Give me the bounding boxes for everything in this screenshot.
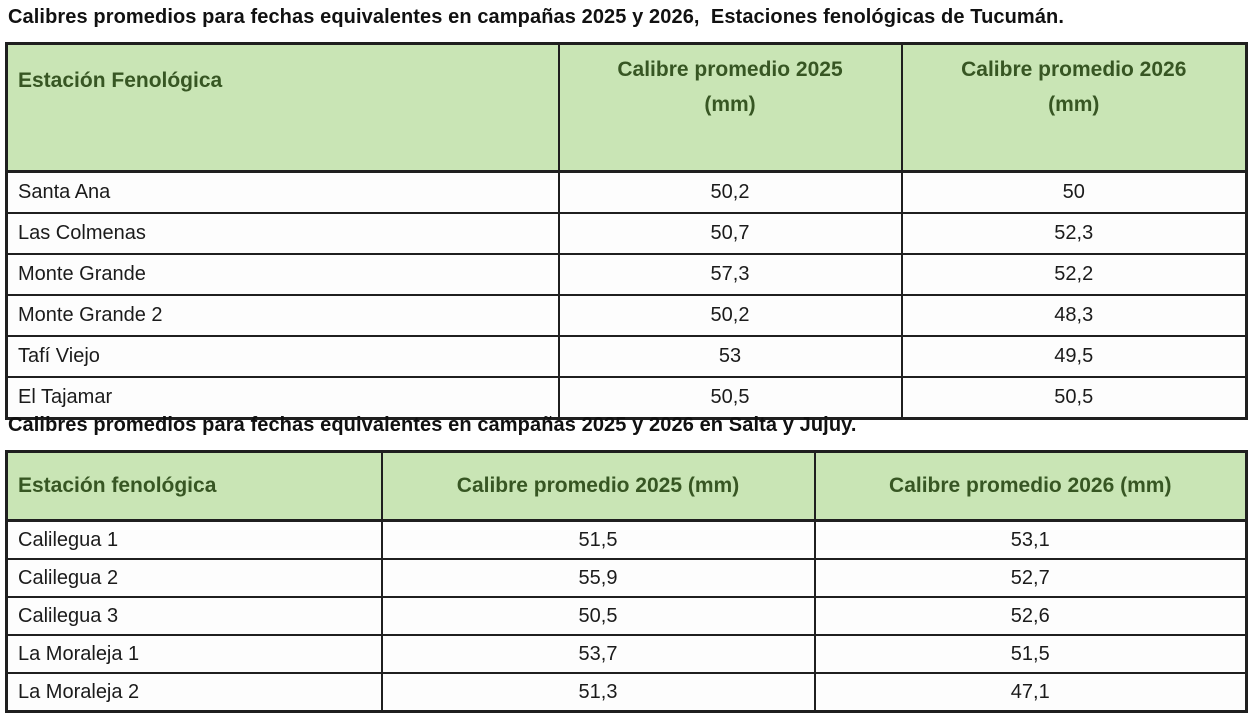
value-2026-cell: 52,2 xyxy=(900,253,1248,296)
station-cell: Tafí Viejo xyxy=(5,335,560,378)
column-header-calibre-2025: Calibre promedio 2025 (mm) xyxy=(380,450,816,522)
header-line-2: (mm) xyxy=(1048,92,1100,116)
table-row: Calilegua 2 55,9 52,7 xyxy=(5,558,1248,598)
station-cell: Monte Grande 2 xyxy=(5,294,560,337)
value-2026-cell: 47,1 xyxy=(813,672,1248,713)
value-2026-cell: 50 xyxy=(900,170,1248,214)
value-2026-cell: 52,7 xyxy=(813,558,1248,598)
station-cell: Calilegua 1 xyxy=(5,519,383,560)
table-row: Las Colmenas 50,7 52,3 xyxy=(5,212,1248,255)
station-cell: Calilegua 3 xyxy=(5,596,383,636)
column-header-calibre-2025: Calibre promedio 2025 (mm) xyxy=(557,42,903,173)
column-header-station: Estación fenológica xyxy=(5,450,383,522)
station-cell: El Tajamar xyxy=(5,376,560,420)
table-row: Monte Grande 2 50,2 48,3 xyxy=(5,294,1248,337)
value-2026-cell: 48,3 xyxy=(900,294,1248,337)
table-row: Santa Ana 50,2 50 xyxy=(5,170,1248,214)
table-header-row: Estación Fenológica Calibre promedio 202… xyxy=(5,42,1248,173)
value-2025-cell: 53 xyxy=(557,335,903,378)
station-cell: La Moraleja 2 xyxy=(5,672,383,713)
station-cell: La Moraleja 1 xyxy=(5,634,383,674)
column-header-calibre-2026: Calibre promedio 2026 (mm) xyxy=(900,42,1248,173)
value-2025-cell: 50,5 xyxy=(380,596,816,636)
value-2026-cell: 53,1 xyxy=(813,519,1248,560)
value-2026-cell: 49,5 xyxy=(900,335,1248,378)
value-2025-cell: 50,5 xyxy=(557,376,903,420)
value-2025-cell: 55,9 xyxy=(380,558,816,598)
value-2026-cell: 52,3 xyxy=(900,212,1248,255)
salta-jujuy-calibres-table: Estación fenológica Calibre promedio 202… xyxy=(5,450,1248,713)
station-cell: Calilegua 2 xyxy=(5,558,383,598)
value-2025-cell: 50,7 xyxy=(557,212,903,255)
column-header-calibre-2026: Calibre promedio 2026 (mm) xyxy=(813,450,1248,522)
value-2025-cell: 51,3 xyxy=(380,672,816,713)
value-2026-cell: 51,5 xyxy=(813,634,1248,674)
value-2026-cell: 50,5 xyxy=(900,376,1248,420)
station-cell: Monte Grande xyxy=(5,253,560,296)
value-2025-cell: 57,3 xyxy=(557,253,903,296)
value-2025-cell: 51,5 xyxy=(380,519,816,560)
value-2025-cell: 50,2 xyxy=(557,170,903,214)
header-line-1: Calibre promedio 2025 xyxy=(617,58,843,81)
table-row: La Moraleja 1 53,7 51,5 xyxy=(5,634,1248,674)
column-header-station: Estación Fenológica xyxy=(5,42,560,173)
station-cell: Las Colmenas xyxy=(5,212,560,255)
value-2025-cell: 50,2 xyxy=(557,294,903,337)
salta-jujuy-table-title: Calibres promedios para fechas equivalen… xyxy=(8,414,857,436)
table-row: Calilegua 3 50,5 52,6 xyxy=(5,596,1248,636)
header-line-1: Calibre promedio 2026 xyxy=(961,58,1187,81)
table-row: Tafí Viejo 53 49,5 xyxy=(5,335,1248,378)
table-row: La Moraleja 2 51,3 47,1 xyxy=(5,672,1248,713)
table-row: Calilegua 1 51,5 53,1 xyxy=(5,519,1248,560)
table-row: Monte Grande 57,3 52,2 xyxy=(5,253,1248,296)
station-cell: Santa Ana xyxy=(5,170,560,214)
value-2025-cell: 53,7 xyxy=(380,634,816,674)
tucuman-calibres-table: Estación Fenológica Calibre promedio 202… xyxy=(5,42,1248,420)
value-2026-cell: 52,6 xyxy=(813,596,1248,636)
header-line-2: (mm) xyxy=(704,92,756,116)
table-header-row: Estación fenológica Calibre promedio 202… xyxy=(5,450,1248,522)
tucuman-table-title: Calibres promedios para fechas equivalen… xyxy=(8,6,1065,28)
table-row: El Tajamar 50,5 50,5 xyxy=(5,376,1248,420)
